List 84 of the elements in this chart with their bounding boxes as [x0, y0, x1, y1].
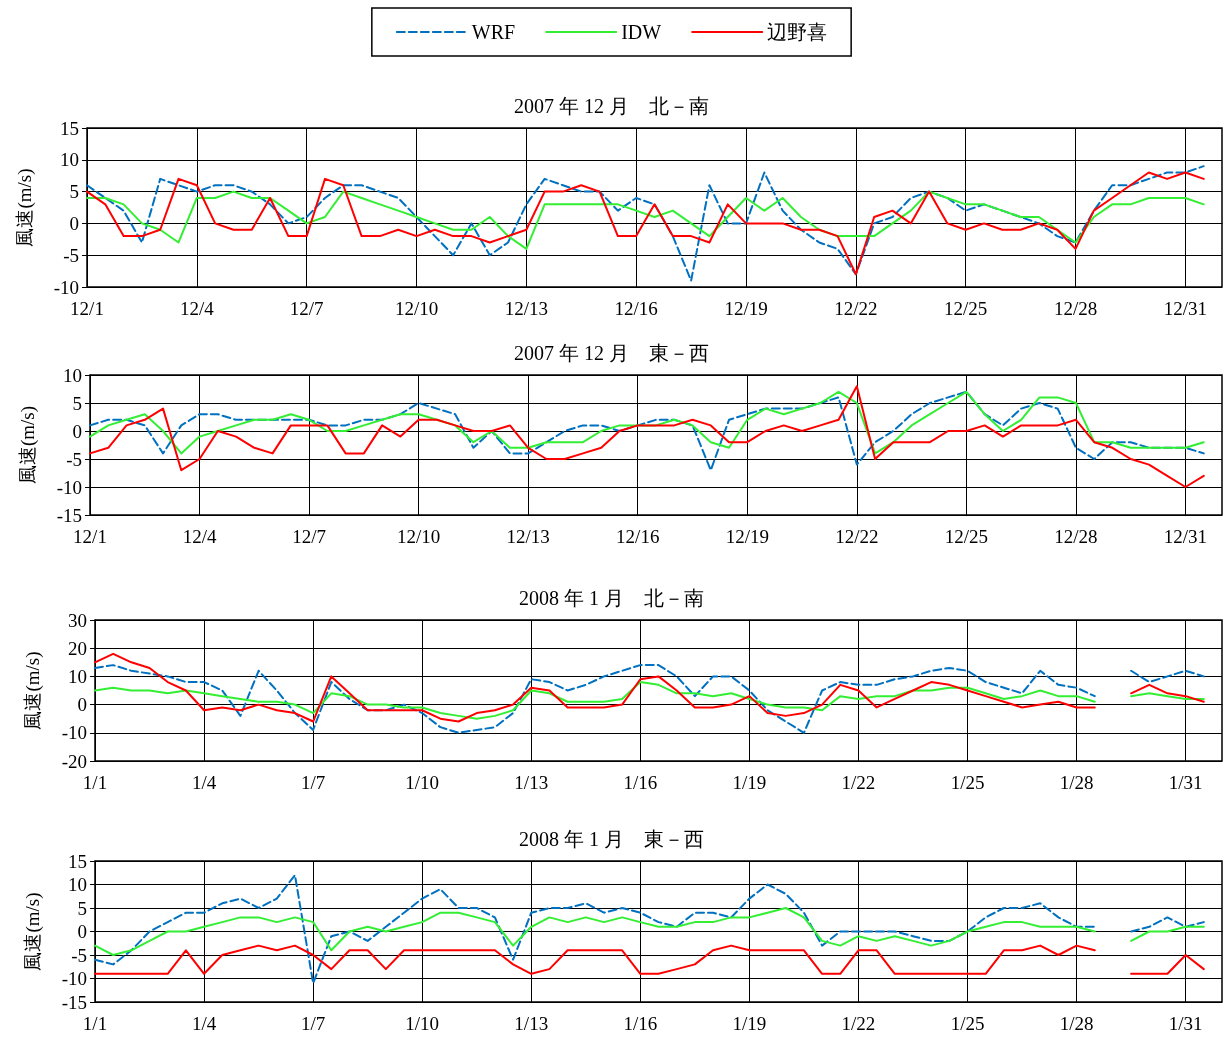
y-tick-label: 15	[60, 117, 79, 139]
y-tick-label: 0	[69, 212, 79, 234]
y-axis-title: 風速(m/s)	[22, 651, 44, 730]
y-tick-label: 0	[72, 420, 82, 442]
y-tick-label: -10	[56, 476, 82, 498]
x-tick-label: 1/1	[82, 1013, 108, 1034]
x-tick-label: 12/25	[944, 526, 989, 547]
x-tick-label: 1/10	[405, 772, 440, 793]
y-tick-label: 10	[63, 364, 82, 386]
legend-label: IDW	[621, 21, 662, 43]
y-axis-title: 風速(m/s)	[22, 892, 44, 971]
chart-title: 2007 年 12 月 東－西	[514, 342, 709, 364]
y-axis-title: 風速(m/s)	[17, 405, 39, 485]
y-tick-label: 10	[68, 665, 87, 687]
y-tick-label: 15	[68, 850, 87, 872]
y-tick-label: -15	[56, 504, 82, 526]
x-tick-label: 1/22	[841, 1013, 876, 1034]
x-tick-label: 1/19	[732, 1013, 767, 1034]
y-tick-label: -5	[71, 944, 87, 966]
y-tick-label: -15	[61, 991, 87, 1013]
x-tick-label: 1/28	[1059, 1013, 1094, 1034]
y-tick-label: 5	[72, 392, 82, 414]
x-tick-label: 12/1	[73, 526, 107, 547]
y-tick-label: 5	[77, 897, 87, 919]
x-tick-label: 12/7	[292, 526, 326, 547]
line-series	[89, 385, 1205, 488]
x-tick-label: 1/13	[514, 772, 549, 793]
x-tick-label: 1/19	[732, 772, 767, 793]
x-tick-label: 12/13	[506, 526, 550, 547]
line-series	[86, 190, 1205, 250]
x-tick-label: 1/10	[405, 1013, 440, 1034]
x-tick-label: 1/28	[1059, 772, 1094, 793]
chart-title: 2007 年 12 月 北－南	[514, 95, 709, 117]
legend-label: 辺野喜	[767, 21, 828, 43]
y-tick-label: 30	[68, 609, 87, 631]
x-tick-label: 12/22	[834, 298, 878, 319]
line-series	[89, 390, 1205, 455]
x-tick-label: 1/7	[300, 772, 326, 793]
line-series	[89, 390, 1205, 472]
y-tick-label: -10	[61, 968, 87, 989]
x-tick-label: 1/31	[1168, 1013, 1203, 1034]
y-tick-label: 0	[77, 694, 87, 716]
y-tick-label: -5	[66, 448, 82, 470]
x-tick-label: 1/25	[950, 772, 985, 793]
x-tick-label: 12/4	[182, 526, 217, 547]
y-tick-label: -5	[63, 244, 79, 266]
x-tick-label: 12/1	[70, 298, 104, 319]
x-tick-label: 12/16	[614, 298, 658, 319]
x-tick-label: 12/31	[1163, 298, 1208, 319]
x-tick-label: 12/13	[504, 298, 548, 319]
x-tick-label: 12/4	[179, 298, 215, 319]
x-tick-label: 1/13	[514, 1013, 549, 1034]
y-axis-title: 風速(m/s)	[14, 168, 36, 247]
x-tick-label: 1/22	[841, 772, 876, 793]
x-tick-label: 12/25	[944, 298, 988, 319]
x-tick-label: 12/28	[1053, 298, 1098, 319]
x-tick-label: 1/1	[82, 772, 108, 793]
x-tick-label: 12/22	[835, 526, 879, 547]
x-tick-label: 12/28	[1054, 526, 1098, 547]
y-tick-label: 5	[69, 181, 79, 203]
y-tick-label: 20	[68, 637, 87, 659]
x-tick-label: 1/16	[623, 1013, 658, 1034]
y-tick-label: -10	[53, 276, 79, 298]
x-tick-label: 12/10	[394, 298, 439, 319]
x-tick-label: 1/7	[300, 1013, 326, 1034]
x-tick-label: 12/10	[397, 526, 441, 547]
y-tick-label: 0	[77, 921, 87, 942]
x-tick-label: 12/19	[725, 526, 769, 547]
x-tick-label: 12/7	[289, 298, 324, 319]
y-tick-label: -10	[61, 722, 87, 744]
x-tick-label: 1/4	[191, 1013, 217, 1034]
y-tick-label: 10	[68, 874, 87, 895]
x-tick-label: 12/19	[724, 298, 768, 319]
x-tick-label: 1/4	[191, 772, 217, 793]
x-tick-label: 12/16	[616, 526, 660, 547]
x-tick-label: 1/16	[623, 772, 658, 793]
chart-title: 2008 年 1 月 東－西	[519, 828, 704, 850]
y-tick-label: -20	[61, 750, 87, 772]
x-tick-label: 12/31	[1163, 526, 1208, 547]
x-tick-label: 1/31	[1168, 772, 1203, 793]
legend-label: WRF	[471, 21, 516, 43]
chart-title: 2008 年 1 月 北－南	[519, 587, 704, 609]
x-tick-label: 1/25	[950, 1013, 985, 1034]
y-tick-label: 10	[60, 149, 79, 171]
